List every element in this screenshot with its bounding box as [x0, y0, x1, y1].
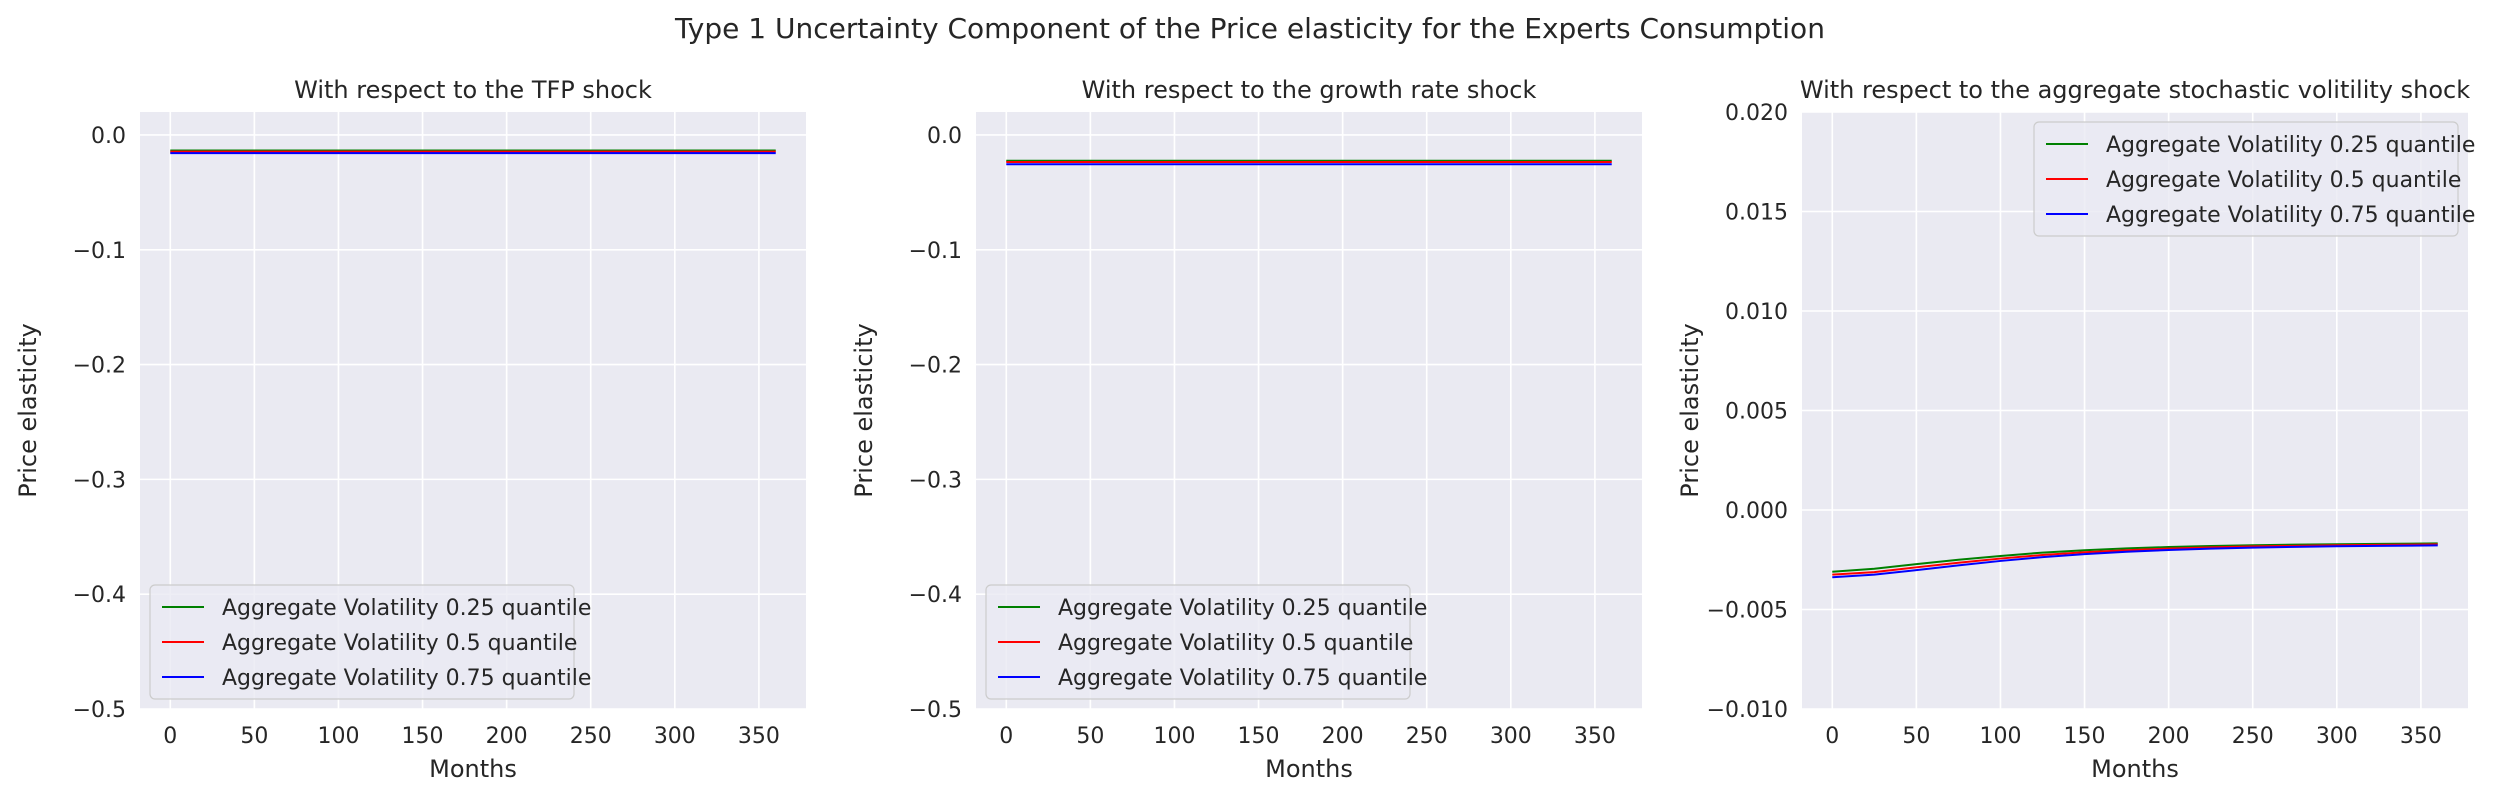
- legend-entry-1: Aggregate Volatility 0.25 quantile: [1058, 596, 1427, 621]
- legend-frame: [2033, 121, 2459, 237]
- subplot-title: With respect to the growth rate shock: [1082, 76, 1537, 104]
- x-axis-label: Months: [2091, 755, 2179, 783]
- x-tick-label: 0: [999, 724, 1013, 749]
- x-axis-label: Months: [429, 755, 517, 783]
- y-axis-label: Price elasticity: [850, 323, 878, 497]
- series-lines: [1006, 159, 1612, 166]
- legend: Aggregate Volatility 0.25 quantile Aggreg…: [2033, 121, 2475, 237]
- x-tick-label: 50: [240, 724, 268, 749]
- legend-entry-3: Aggregate Volatility 0.75 quantile: [222, 666, 591, 691]
- subplot-1: 0 50 100 150 200 250 300 350−0.5−0.4−0.3−0.2−0.…: [14, 76, 806, 783]
- y-tick-label: 0.000: [1725, 499, 1788, 524]
- y-tick-label: 0.005: [1725, 400, 1788, 425]
- x-tick-label: 50: [1902, 724, 1930, 749]
- x-tick-label: 250: [570, 724, 612, 749]
- y-tick-label: −0.5: [909, 698, 962, 723]
- series-lines: [170, 149, 776, 155]
- y-tick-label: 0.0: [927, 124, 962, 149]
- x-tick-label: 200: [486, 724, 528, 749]
- subplot-title: With respect to the TFP shock: [294, 76, 652, 104]
- x-tick-label: 350: [738, 724, 780, 749]
- y-tick-label: −0.3: [909, 468, 962, 493]
- y-tick-label: 0.010: [1725, 300, 1788, 325]
- y-axis-label: Price elasticity: [14, 323, 42, 497]
- legend-frame: [149, 584, 575, 700]
- y-tick-label: −0.2: [73, 354, 126, 379]
- y-tick-label: −0.005: [1707, 599, 1788, 624]
- x-tick-label: 100: [1979, 724, 2021, 749]
- x-tick-label: 300: [2316, 724, 2358, 749]
- legend: Aggregate Volatility 0.25 quantile Aggreg…: [149, 584, 591, 700]
- legend-entry-2: Aggregate Volatility 0.5 quantile: [222, 631, 577, 656]
- x-tick-label: 200: [2148, 724, 2190, 749]
- subplot-3: 0 50 100 150 200 250 300 350 −0.010 −0.005 0.000 0.…: [1676, 76, 2475, 783]
- x-tick-label: 250: [2232, 724, 2274, 749]
- series-line-3: [1832, 544, 2438, 579]
- x-tick-label: 350: [2400, 724, 2442, 749]
- legend-frame: [985, 584, 1411, 700]
- y-tick-label: −0.4: [73, 583, 126, 608]
- figure-suptitle: Type 1 Uncertainty Component of the Pric…: [674, 12, 1825, 45]
- legend-entry-2: Aggregate Volatility 0.5 quantile: [1058, 631, 1413, 656]
- x-tick-label: 50: [1076, 724, 1104, 749]
- x-tick-label: 200: [1322, 724, 1364, 749]
- y-tick-label: 0.015: [1725, 201, 1788, 226]
- x-tick-labels: 0 50 100 150 200 250 300 350: [1825, 724, 2442, 749]
- legend-entry-3: Aggregate Volatility 0.75 quantile: [1058, 666, 1427, 691]
- subplot-2: 0 50 100 150 200 250 300 350−0.5−0.4−0.3−0.2−0.…: [850, 76, 1642, 783]
- subplots: 0 50 100 150 200 250 300 350−0.5−0.4−0.3−0.2−0.…: [14, 76, 2475, 783]
- gridlines: [976, 112, 1642, 710]
- x-tick-label: 100: [1153, 724, 1195, 749]
- y-tick-label: −0.3: [73, 468, 126, 493]
- series-lines: [1832, 542, 2438, 579]
- x-tick-label: 350: [1574, 724, 1616, 749]
- x-tick-labels: 0 50 100 150 200 250 300 350: [999, 724, 1616, 749]
- y-tick-label: −0.2: [909, 354, 962, 379]
- x-tick-label: 0: [163, 724, 177, 749]
- x-tick-label: 100: [317, 724, 359, 749]
- y-tick-label: 0.020: [1725, 101, 1788, 126]
- y-axis-label: Price elasticity: [1676, 323, 1704, 497]
- subplot-title: With respect to the aggregate stochastic…: [1800, 76, 2470, 104]
- legend-entry-1: Aggregate Volatility 0.25 quantile: [222, 596, 591, 621]
- y-tick-label: −0.5: [73, 698, 126, 723]
- x-tick-label: 300: [654, 724, 696, 749]
- legend: Aggregate Volatility 0.25 quantile Aggreg…: [985, 584, 1427, 700]
- series-line-1: [1832, 542, 2438, 573]
- x-tick-label: 250: [1406, 724, 1448, 749]
- legend-entry-1: Aggregate Volatility 0.25 quantile: [2106, 133, 2475, 158]
- y-tick-label: −0.1: [73, 239, 126, 264]
- legend-entry-2: Aggregate Volatility 0.5 quantile: [2106, 168, 2461, 193]
- y-tick-labels: −0.5 −0.4 −0.3 −0.2 −0.1 0.0: [909, 124, 962, 723]
- y-tick-labels: −0.5 −0.4 −0.3 −0.2 −0.1 0.0: [73, 124, 126, 723]
- x-tick-label: 150: [2064, 724, 2106, 749]
- x-tick-labels: 0 50 100 150 200 250 300 350: [163, 724, 780, 749]
- y-tick-label: −0.010: [1707, 698, 1788, 723]
- x-tick-label: 150: [1238, 724, 1280, 749]
- legend-entry-3: Aggregate Volatility 0.75 quantile: [2106, 203, 2475, 228]
- x-tick-label: 0: [1825, 724, 1839, 749]
- x-tick-label: 150: [402, 724, 444, 749]
- x-tick-label: 300: [1490, 724, 1532, 749]
- y-tick-label: −0.4: [909, 583, 962, 608]
- y-tick-label: −0.1: [909, 239, 962, 264]
- x-axis-label: Months: [1265, 755, 1353, 783]
- y-tick-label: 0.0: [91, 124, 126, 149]
- y-tick-labels: −0.010 −0.005 0.000 0.005 0.010 0.015 0.020: [1707, 101, 1788, 723]
